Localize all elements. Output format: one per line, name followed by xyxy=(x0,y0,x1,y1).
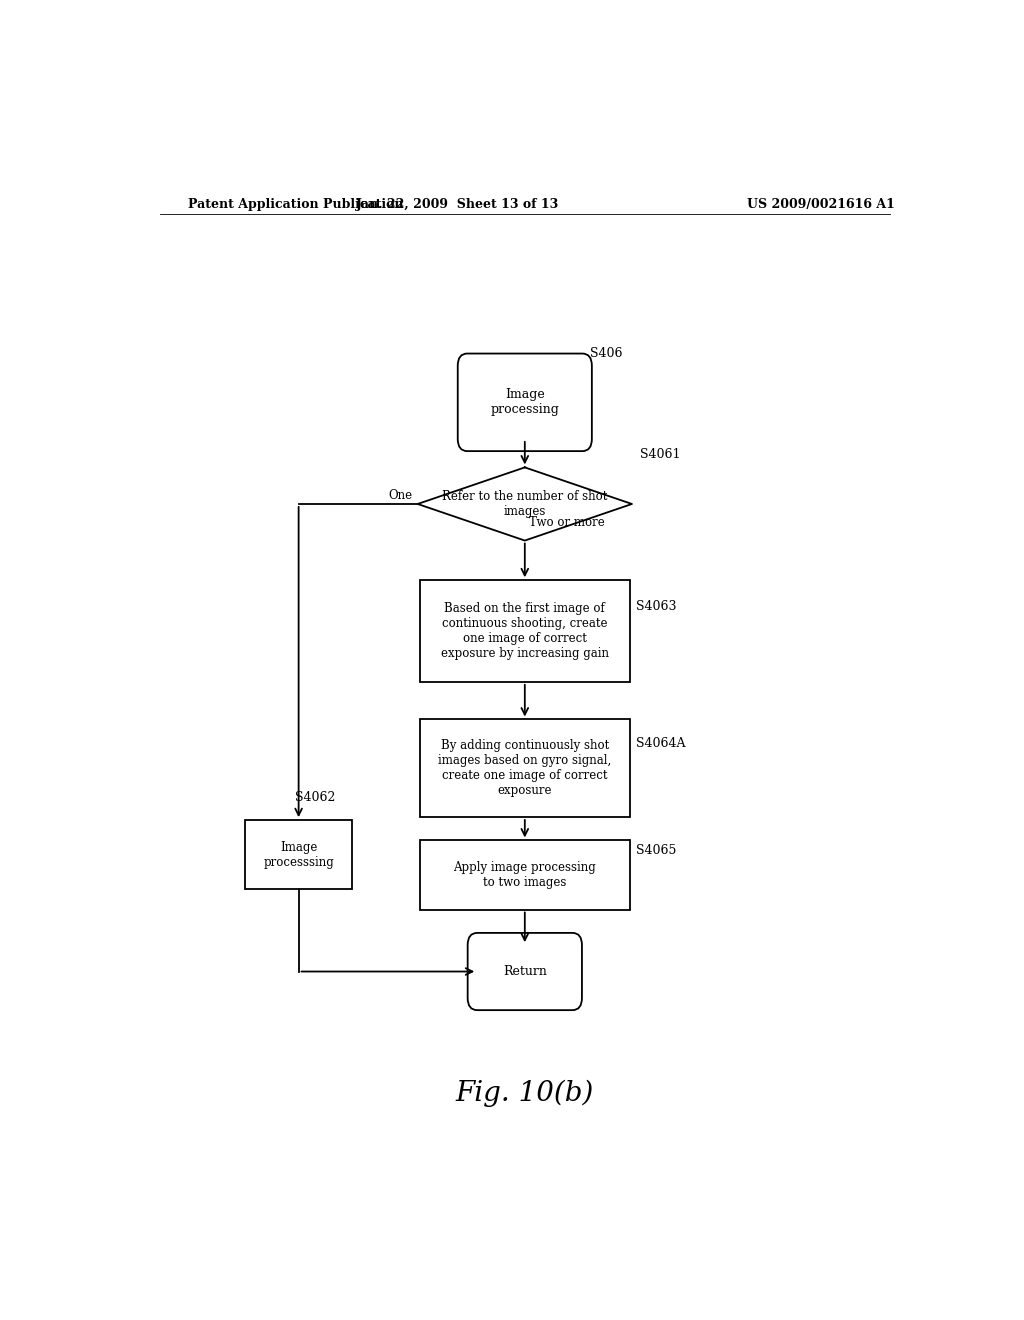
Text: Fig. 10(b): Fig. 10(b) xyxy=(456,1080,594,1107)
FancyBboxPatch shape xyxy=(458,354,592,451)
Text: S4063: S4063 xyxy=(636,599,677,612)
Text: S4065: S4065 xyxy=(636,843,676,857)
Text: One: One xyxy=(388,490,412,503)
Text: US 2009/0021616 A1: US 2009/0021616 A1 xyxy=(748,198,895,211)
Text: Apply image processing
to two images: Apply image processing to two images xyxy=(454,861,596,888)
Bar xyxy=(420,841,630,909)
Text: Two or more: Two or more xyxy=(528,516,604,529)
Text: Patent Application Publication: Patent Application Publication xyxy=(187,198,403,211)
Text: Return: Return xyxy=(503,965,547,978)
Bar xyxy=(420,719,630,817)
Text: Image
processsing: Image processsing xyxy=(263,841,334,869)
Text: Based on the first image of
continuous shooting, create
one image of correct
exp: Based on the first image of continuous s… xyxy=(440,602,609,660)
Text: S4062: S4062 xyxy=(295,791,335,804)
Text: Image
processing: Image processing xyxy=(490,388,559,416)
Bar xyxy=(245,820,352,890)
Text: By adding continuously shot
images based on gyro signal,
create one image of cor: By adding continuously shot images based… xyxy=(438,739,611,797)
Text: Jan. 22, 2009  Sheet 13 of 13: Jan. 22, 2009 Sheet 13 of 13 xyxy=(355,198,559,211)
Text: S406: S406 xyxy=(590,347,623,359)
Text: S4061: S4061 xyxy=(640,449,680,461)
Bar xyxy=(420,581,630,682)
Text: S4064A: S4064A xyxy=(636,737,685,750)
FancyBboxPatch shape xyxy=(468,933,582,1010)
Text: Refer to the number of shot
images: Refer to the number of shot images xyxy=(442,490,607,517)
